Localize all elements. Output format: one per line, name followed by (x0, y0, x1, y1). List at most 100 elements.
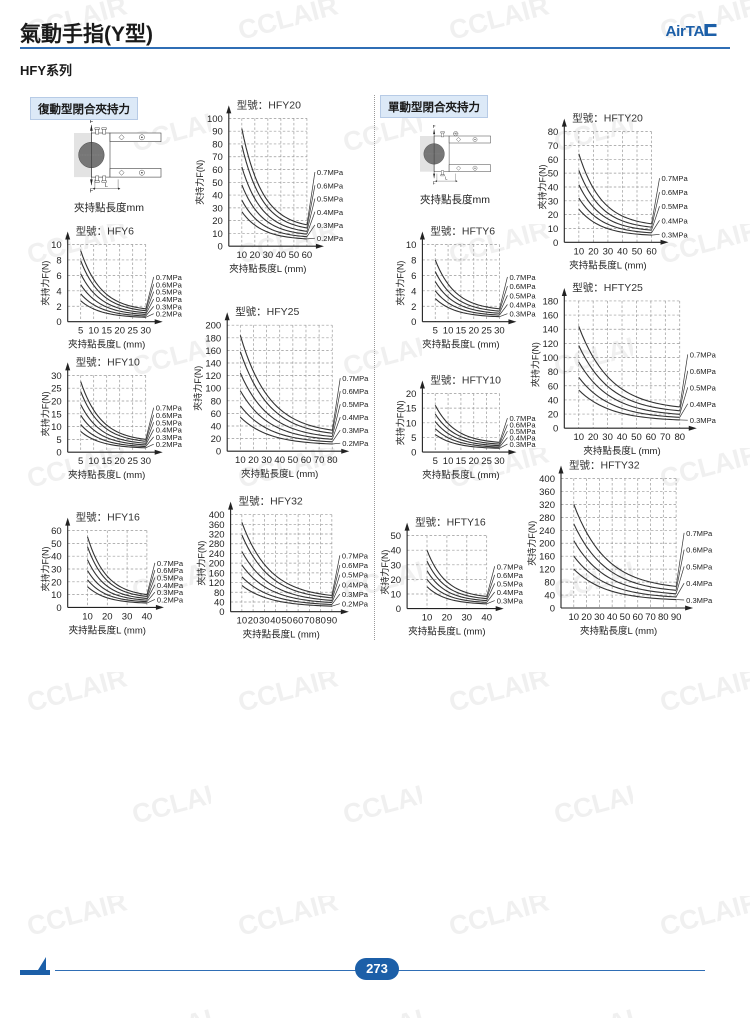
svg-text:20: 20 (468, 326, 479, 337)
svg-text:10: 10 (391, 590, 402, 601)
svg-text:30: 30 (140, 326, 151, 337)
svg-text:0.7MPa: 0.7MPa (342, 551, 369, 560)
svg-text:夾持點長度L (mm): 夾持點長度L (mm) (580, 625, 657, 637)
svg-text:40: 40 (607, 612, 618, 623)
svg-text:20: 20 (212, 216, 223, 227)
svg-text:5: 5 (411, 433, 416, 444)
svg-text:0.3MPa: 0.3MPa (690, 416, 717, 425)
svg-text:40: 40 (274, 455, 285, 466)
svg-text:0.6MPa: 0.6MPa (317, 181, 344, 190)
svg-text:30: 30 (122, 611, 133, 622)
svg-text:夾持力F(N): 夾持力F(N) (196, 541, 207, 586)
svg-text:0.5MPa: 0.5MPa (662, 202, 689, 211)
svg-text:80: 80 (327, 455, 338, 466)
svg-text:80: 80 (544, 578, 555, 589)
svg-text:30: 30 (494, 326, 505, 337)
svg-text:20: 20 (248, 455, 259, 466)
svg-text:夾持點長度L (mm): 夾持點長度L (mm) (569, 259, 646, 271)
svg-text:夾持力F(N): 夾持力F(N) (529, 342, 540, 387)
svg-text:0.3MPa: 0.3MPa (342, 426, 369, 435)
svg-text:50: 50 (289, 250, 300, 261)
svg-text:25: 25 (481, 456, 492, 467)
svg-text:30: 30 (140, 456, 151, 467)
svg-text:400: 400 (539, 474, 555, 485)
svg-text:80: 80 (315, 616, 326, 627)
svg-text:0.2MPa: 0.2MPa (342, 600, 369, 609)
svg-text:0.5MPa: 0.5MPa (509, 291, 536, 300)
svg-text:F: F (90, 119, 94, 125)
svg-text:10: 10 (235, 455, 246, 466)
svg-text:40: 40 (142, 611, 153, 622)
svg-text:0: 0 (56, 603, 61, 614)
svg-text:20: 20 (588, 246, 599, 257)
svg-text:0.7MPa: 0.7MPa (662, 174, 689, 183)
svg-text:40: 40 (548, 182, 559, 193)
svg-text:6: 6 (411, 271, 416, 282)
svg-text:180: 180 (542, 296, 558, 307)
svg-text:5: 5 (433, 326, 438, 337)
svg-text:0: 0 (411, 448, 416, 459)
svg-text:0.5MPa: 0.5MPa (317, 195, 344, 204)
svg-text:120: 120 (542, 339, 558, 350)
svg-text:70: 70 (645, 612, 656, 623)
svg-text:夾持點長度L (mm): 夾持點長度L (mm) (229, 263, 306, 275)
svg-text:0.2MPa: 0.2MPa (317, 234, 344, 243)
svg-text:20: 20 (548, 410, 559, 421)
svg-text:夾持點長度L (mm): 夾持點長度L (mm) (583, 445, 660, 457)
svg-text:70: 70 (314, 455, 325, 466)
svg-text:160: 160 (209, 568, 225, 579)
svg-text:0.7MPa: 0.7MPa (686, 529, 713, 538)
svg-text:0: 0 (396, 604, 401, 615)
svg-text:30: 30 (548, 196, 559, 207)
svg-text:20: 20 (114, 326, 125, 337)
svg-text:0.6MPa: 0.6MPa (686, 546, 713, 555)
svg-text:L: L (105, 183, 108, 189)
svg-text:F: F (90, 189, 94, 195)
svg-text:0.7MPa: 0.7MPa (509, 273, 536, 282)
svg-text:180: 180 (205, 333, 221, 344)
svg-text:0.5MPa: 0.5MPa (342, 400, 369, 409)
svg-text:20: 20 (211, 434, 222, 445)
svg-text:60: 60 (548, 155, 559, 166)
svg-text:10: 10 (574, 246, 585, 257)
svg-text:100: 100 (542, 353, 558, 364)
svg-text:20: 20 (548, 210, 559, 221)
svg-text:10: 10 (88, 326, 99, 337)
svg-text:0.5MPa: 0.5MPa (342, 571, 369, 580)
svg-text:0.4MPa: 0.4MPa (342, 580, 369, 589)
svg-text:0.4MPa: 0.4MPa (342, 413, 369, 422)
svg-text:40: 40 (214, 597, 225, 608)
svg-text:25: 25 (481, 326, 492, 337)
svg-text:10: 10 (51, 590, 62, 601)
svg-text:50: 50 (632, 246, 643, 257)
svg-text:60: 60 (646, 246, 657, 257)
svg-text:160: 160 (539, 552, 555, 563)
svg-text:型號：HFTY32: 型號：HFTY32 (569, 458, 640, 471)
svg-text:0.6MPa: 0.6MPa (662, 188, 689, 197)
svg-text:夾持點長度L (mm): 夾持點長度L (mm) (243, 629, 320, 641)
svg-text:30: 30 (494, 456, 505, 467)
svg-text:夾持力F(N): 夾持力F(N) (394, 261, 405, 306)
svg-text:20: 20 (102, 611, 113, 622)
svg-text:型號：HFY20: 型號：HFY20 (237, 98, 301, 111)
svg-text:20: 20 (51, 397, 62, 408)
svg-text:15: 15 (101, 456, 112, 467)
svg-text:10: 10 (237, 250, 248, 261)
svg-text:0.2MPa: 0.2MPa (342, 439, 369, 448)
svg-text:型號：HFY6: 型號：HFY6 (76, 225, 134, 238)
svg-text:40: 40 (211, 422, 222, 433)
svg-text:50: 50 (51, 539, 62, 550)
svg-text:280: 280 (209, 539, 225, 550)
svg-text:30: 30 (51, 565, 62, 576)
svg-text:80: 80 (674, 432, 685, 443)
svg-text:0.3MPa: 0.3MPa (497, 597, 524, 606)
svg-text:80: 80 (658, 612, 669, 623)
svg-text:40: 40 (548, 395, 559, 406)
svg-text:夾持力F(N): 夾持力F(N) (40, 547, 51, 592)
svg-text:0.3MPa: 0.3MPa (662, 230, 689, 239)
svg-text:10: 10 (569, 612, 580, 623)
svg-text:5: 5 (78, 326, 83, 337)
svg-text:70: 70 (660, 432, 671, 443)
svg-text:30: 30 (594, 612, 605, 623)
svg-text:0.2MPa: 0.2MPa (156, 440, 183, 449)
